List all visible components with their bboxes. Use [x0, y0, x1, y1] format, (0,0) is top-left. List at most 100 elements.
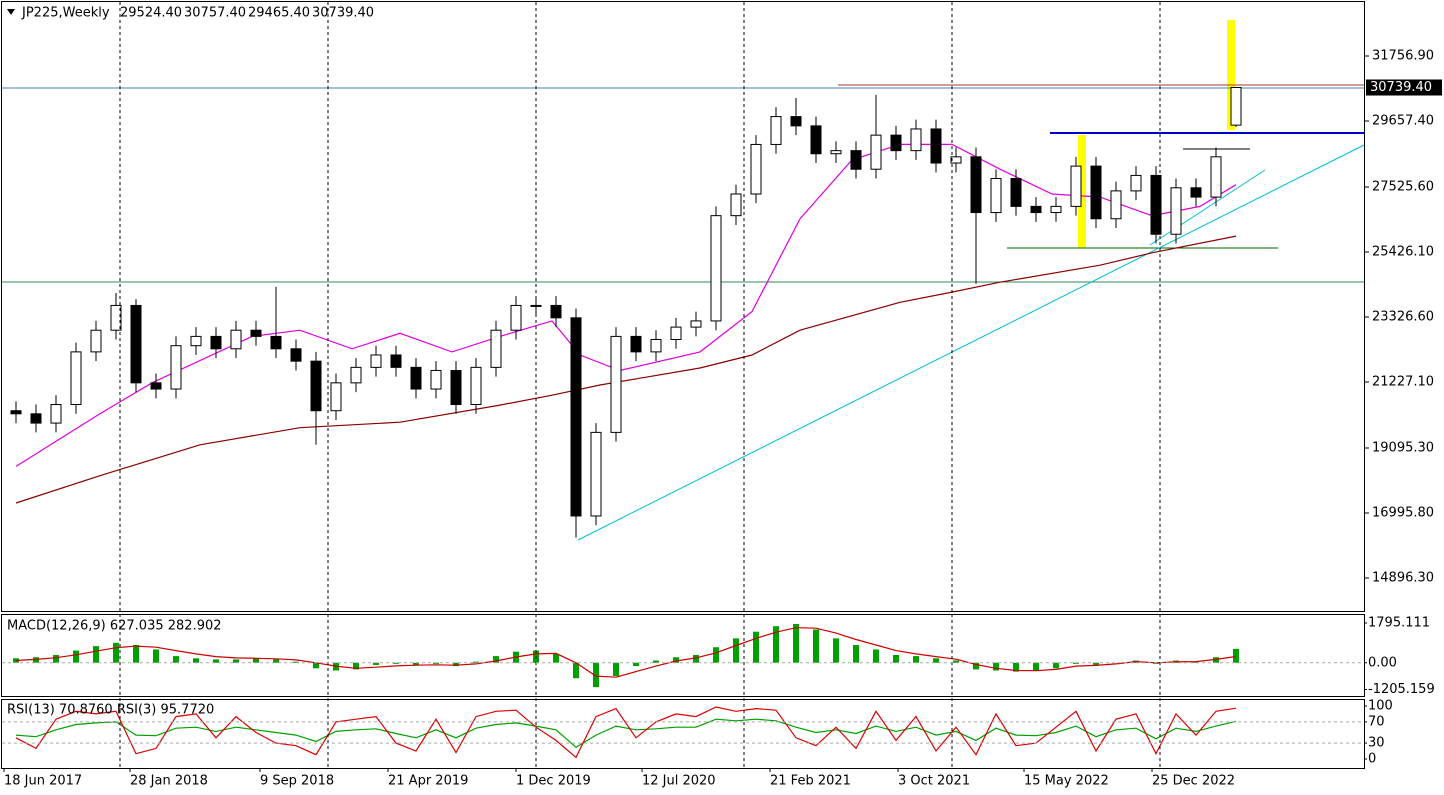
price-tag-label: 30739.40 [1370, 80, 1432, 95]
candle-body [170, 345, 182, 390]
candle-body [430, 369, 442, 390]
rsi-line [15, 706, 1237, 759]
macd-bar [1013, 662, 1019, 672]
candle-body [510, 304, 522, 331]
candle-body [350, 366, 362, 384]
y-tick-label: 19095.30 [1372, 441, 1434, 456]
candle-body [1030, 205, 1042, 214]
macd-bar [793, 623, 799, 663]
macd-bar [473, 661, 479, 663]
macd-bar [413, 662, 419, 665]
candle-body [230, 329, 242, 350]
candle-body [590, 431, 602, 517]
candle-body [1150, 174, 1162, 235]
candle-body [750, 143, 762, 195]
macd-bar [893, 655, 899, 663]
macd-bar [233, 659, 239, 663]
rsi-line [15, 718, 1237, 749]
macd-bar [253, 658, 259, 663]
candle-body [470, 366, 482, 406]
candle-body [1050, 205, 1062, 214]
candle-body [710, 215, 722, 322]
candle-body [570, 317, 582, 517]
candle-body [1230, 87, 1242, 126]
panel-1 [13, 623, 1239, 688]
macd-bar [53, 655, 59, 663]
y-tick-label: 27525.60 [1372, 180, 1434, 195]
moving-average [15, 235, 1237, 504]
candle-body [850, 150, 862, 170]
candle-body [650, 338, 662, 353]
panel-0 [1, 19, 1364, 541]
candle-body [970, 156, 982, 214]
y-tick-label: -1205.159 [1368, 682, 1435, 697]
candle-body [150, 382, 162, 390]
candle-body [870, 134, 882, 170]
macd-bar [553, 653, 559, 663]
macd-panel-frame [1, 614, 1365, 697]
x-tick-label: 21 Apr 2019 [388, 774, 468, 789]
macd-bar [493, 656, 499, 663]
candle-body [1170, 187, 1182, 235]
macd-bar [773, 626, 779, 663]
candle-body [110, 304, 122, 331]
macd-bar [853, 645, 859, 663]
rsi-title: RSI(13) 70.8760 RSI(3) 95.7720 [7, 703, 214, 718]
x-tick-label: 18 Jun 2017 [4, 774, 82, 789]
main-panel-frame [1, 1, 1365, 612]
candle-body [530, 304, 542, 307]
rsi-panel-frame [1, 699, 1365, 769]
macd-bar [953, 660, 959, 663]
macd-bar [1053, 662, 1059, 669]
macd-bar [633, 662, 639, 667]
y-tick-label: 16995.80 [1372, 506, 1434, 521]
macd-bar [173, 656, 179, 663]
candle-body [550, 304, 562, 319]
candle-body [1130, 174, 1142, 192]
header-open: 29524.40 [120, 6, 182, 21]
y-tick-label: 1795.111 [1368, 615, 1430, 630]
macd-bar [973, 662, 979, 670]
candle-body [810, 125, 822, 155]
candle-body [1190, 187, 1202, 198]
macd-bar [373, 662, 379, 665]
y-tick-label: 100 [1368, 698, 1393, 713]
candle-body [450, 369, 462, 406]
x-tick-label: 21 Feb 2021 [770, 774, 851, 789]
macd-bar [993, 662, 999, 671]
menu-arrow[interactable] [7, 9, 15, 15]
candle-body [1010, 178, 1022, 207]
macd-bar [193, 658, 199, 663]
candle-body [490, 329, 502, 368]
x-tick-label: 25 Dec 2022 [1152, 774, 1235, 789]
macd-bar [273, 659, 279, 663]
y-tick-label: 0.00 [1368, 655, 1397, 670]
macd-bar [133, 645, 139, 663]
candle-body [30, 413, 42, 424]
macd-bar [113, 642, 119, 663]
x-tick-label: 28 Jan 2018 [130, 774, 208, 789]
y-tick-label: 14896.30 [1372, 571, 1434, 586]
macd-bar [393, 662, 399, 664]
macd-title: MACD(12,26,9) 627.035 282.902 [7, 619, 222, 634]
macd-bar [313, 662, 319, 669]
macd-bar [933, 658, 939, 663]
candle-body [990, 178, 1002, 214]
candle-body [90, 329, 102, 353]
candle-body [1070, 165, 1082, 207]
candle-body [70, 351, 82, 406]
price-tag [1366, 79, 1442, 96]
candle-body [630, 335, 642, 353]
macd-bar [213, 659, 219, 663]
header-high: 30757.40 [184, 6, 246, 21]
candle-body [910, 128, 922, 152]
x-tick-label: 9 Sep 2018 [260, 774, 334, 789]
candle-body [210, 335, 222, 350]
candle-body [670, 326, 682, 340]
y-tick-label: 23326.60 [1372, 310, 1434, 325]
candle-body [410, 366, 422, 390]
candle-body [370, 354, 382, 368]
candle-body [790, 116, 802, 127]
macd-bar [93, 646, 99, 663]
x-tick-label: 3 Oct 2021 [898, 774, 970, 789]
